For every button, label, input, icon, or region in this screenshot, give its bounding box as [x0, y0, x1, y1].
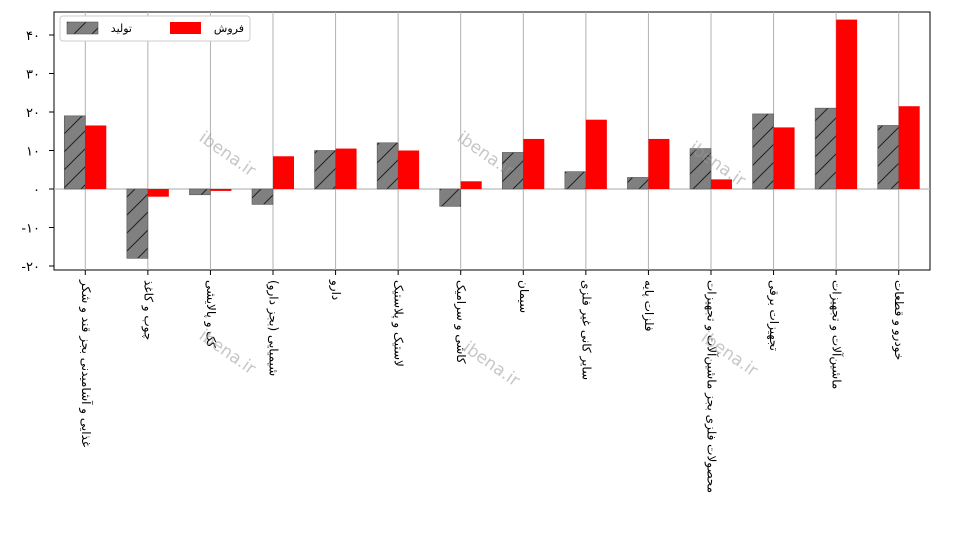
bar-sales — [210, 189, 232, 191]
x-tick-label: کک و پالایشی — [203, 280, 218, 348]
y-tick-label: -۲۰ — [21, 260, 40, 275]
bar-sales — [335, 148, 357, 189]
bar-production — [189, 188, 211, 196]
x-tick-label: سیمان — [517, 280, 531, 313]
bar-production — [877, 125, 900, 190]
x-tick-label: دارو — [328, 279, 343, 300]
bar-production — [814, 107, 837, 190]
bar-production — [376, 142, 399, 190]
x-tick-label: ماشین‌آلات و تجهیزات — [829, 280, 845, 389]
legend-swatch-production — [66, 21, 99, 35]
bar-sales — [773, 127, 795, 189]
y-tick-label: ۲۰ — [26, 106, 40, 121]
watermark-text: ibena.ir — [459, 338, 523, 391]
legend-swatch-sales — [170, 22, 201, 34]
x-axis-category-labels: غذایی و آشامیدنی بجز قند و شکر چوب و کاغذ… — [78, 270, 906, 493]
x-tick-label: شیمیایی (بجز دارو) — [266, 280, 281, 376]
bar-production — [63, 115, 86, 190]
y-tick-label: ۳۰ — [26, 68, 40, 83]
y-tick-label: ۰ — [33, 183, 40, 198]
bar-sales — [648, 138, 670, 189]
x-tick-label: غذایی و آشامیدنی بجز قند و شکر — [78, 279, 94, 447]
bar-sales — [585, 119, 607, 189]
bar-sales — [898, 106, 920, 189]
bar-sales — [147, 189, 169, 197]
bar-production — [627, 177, 649, 190]
legend-label-sales: فروش — [214, 22, 244, 35]
y-tick-label: ۴۰ — [26, 29, 40, 44]
bar-production — [314, 150, 336, 190]
x-tick-label: سایر کانی غیر فلزی — [578, 280, 593, 380]
x-tick-label: فلزات پایه — [641, 280, 656, 332]
y-tick-label: -۱۰ — [21, 222, 40, 237]
bar-production — [689, 148, 712, 190]
x-tick-label: خودرو و قطعات — [891, 280, 906, 360]
bar-sales — [711, 179, 732, 189]
bar-sales — [398, 150, 420, 189]
bar-production — [752, 113, 774, 190]
x-tick-label: لاستیک و پلاستیک — [391, 280, 406, 367]
plot-area — [53, 11, 931, 271]
bar-sales — [85, 125, 107, 189]
x-tick-label: محصولات فلزی بجز ماشین‌آلات و تجهیزات — [704, 280, 720, 493]
bars — [63, 19, 920, 259]
y-tick-label: ۱۰ — [26, 145, 40, 160]
watermark-text: ibena.ir — [195, 326, 259, 379]
bar-production — [251, 188, 274, 205]
legend-box — [59, 15, 251, 42]
x-tick-label: کاشی و سرامیک — [453, 280, 468, 364]
y-axis-ticks: -۲۰ -۱۰ ۰ ۱۰ ۲۰ ۳۰ ۴۰ — [21, 29, 54, 275]
bar-production — [564, 171, 587, 190]
bar-production — [439, 188, 462, 207]
legend: تولید فروش — [59, 15, 251, 42]
bar-sales — [836, 19, 858, 189]
x-tick-label: چوب و کاغذ — [140, 280, 155, 340]
bar-sales — [273, 156, 294, 189]
bar-sales — [460, 181, 482, 189]
bar-production — [126, 188, 149, 259]
x-tick-label: تجهیزات برقی — [766, 280, 781, 351]
bar-sales — [523, 138, 545, 189]
legend-label-production: تولید — [111, 22, 132, 35]
